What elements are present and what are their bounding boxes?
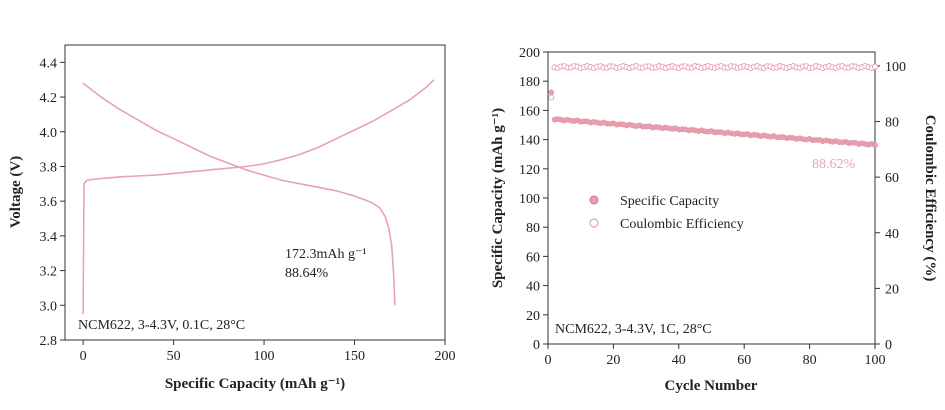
right-axis-ticks: 0 20 40 60 80 1000204060801001201401601802000…	[519, 46, 906, 368]
left-series-group	[82, 79, 435, 315]
efficiency-annotation: 88.64%	[285, 266, 329, 281]
right-x-tick-label: 0	[545, 353, 552, 368]
left-x-axis-label: Specific Capacity (mAh g⁻¹)	[165, 376, 345, 392]
legend: Specific Capacity Coulombic Efficiency	[589, 194, 744, 232]
right-right-y-axis-label: Coulombic Efficiency (%)	[922, 115, 938, 282]
right-left-y-axis-label: Specific Capacity (mAh g⁻¹)	[490, 108, 506, 288]
right-right-y-tick-label: 80	[885, 116, 899, 131]
left-y-axis-label: Voltage (V)	[8, 156, 24, 228]
right-x-tick-label: 80	[803, 353, 817, 368]
left-y-tick-label: 3.8	[40, 160, 58, 175]
right-left-y-tick-label: 60	[526, 250, 540, 265]
left-y-tick-label: 2.8	[40, 334, 58, 349]
voltage-profile-chart: 0 50 100 150 2002.83.03.23.43.63.84.04.24.4 …	[8, 44, 456, 392]
left-y-tick-label: 3.6	[40, 195, 58, 210]
right-left-y-tick-label: 100	[519, 192, 540, 207]
right-condition-label: NCM622, 3-4.3V, 1C, 28°C	[555, 322, 712, 337]
left-x-tick-label: 100	[254, 349, 275, 364]
right-left-y-tick-label: 40	[526, 280, 540, 295]
capacity-annotation: 172.3mAh g⁻¹	[285, 247, 367, 262]
legend-label-efficiency: Coulombic Efficiency	[620, 217, 744, 232]
right-left-y-tick-label: 160	[519, 104, 540, 119]
right-right-y-tick-label: 40	[885, 227, 899, 242]
legend-filled-marker	[589, 195, 599, 205]
cycling-chart: 0 20 40 60 80 1000204060801001201401601802000…	[490, 46, 938, 394]
left-y-tick-label: 3.0	[40, 299, 58, 314]
right-x-tick-label: 40	[672, 353, 686, 368]
legend-open-marker	[589, 218, 599, 228]
efficiency-point	[871, 63, 879, 70]
right-left-y-tick-label: 20	[526, 309, 540, 324]
right-x-tick-label: 100	[865, 353, 886, 368]
right-left-y-tick-label: 140	[519, 134, 540, 149]
retention-annotation: 88.62%	[812, 157, 856, 172]
left-y-tick-label: 4.4	[40, 56, 58, 71]
left-x-tick-label: 150	[344, 349, 365, 364]
right-left-y-tick-label: 180	[519, 75, 540, 90]
right-x-tick-label: 60	[737, 353, 751, 368]
left-x-tick-label: 50	[167, 349, 181, 364]
left-y-tick-label: 4.2	[40, 91, 58, 106]
right-x-axis-label: Cycle Number	[665, 378, 758, 394]
right-right-y-tick-label: 0	[885, 338, 892, 353]
right-right-y-tick-label: 60	[885, 171, 899, 186]
right-right-y-tick-label: 100	[885, 60, 906, 75]
right-right-y-tick-label: 20	[885, 282, 899, 297]
right-left-y-tick-label: 200	[519, 46, 540, 61]
left-y-tick-label: 3.4	[40, 230, 58, 245]
left-axis-ticks: 0 50 100 150 200 2.8 3.0 3.2 3.4 3.6 3.8 4.0 4.2 4.4	[40, 56, 456, 364]
capacity-point	[872, 142, 878, 148]
discharge-curve	[82, 82, 396, 306]
left-y-tick-label: 4.0	[40, 126, 58, 141]
left-x-tick-label: 200	[435, 349, 456, 364]
right-left-y-tick-label: 80	[526, 221, 540, 236]
left-plot-frame	[64, 44, 446, 341]
right-x-tick-label: 20	[606, 353, 620, 368]
left-x-tick-label: 0	[80, 349, 87, 364]
left-condition-label: NCM622, 3-4.3V, 0.1C, 28°C	[78, 318, 245, 333]
capacity-point	[548, 89, 555, 96]
legend-label-capacity: Specific Capacity	[620, 194, 719, 209]
charge-curve	[82, 79, 435, 315]
efficiency-point	[548, 94, 555, 101]
right-series-group	[548, 62, 879, 148]
right-left-y-tick-label: 120	[519, 163, 540, 178]
right-left-y-tick-label: 0	[533, 338, 540, 353]
left-y-tick-label: 3.2	[40, 265, 58, 280]
